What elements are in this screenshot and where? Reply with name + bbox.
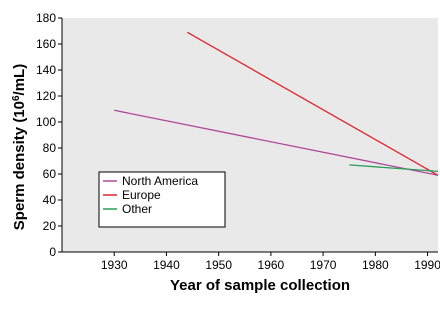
y-axis-title-end: /mL) bbox=[11, 64, 28, 96]
y-tick-label: 140 bbox=[36, 63, 56, 77]
y-tick-label: 180 bbox=[36, 11, 56, 25]
legend-label: Other bbox=[122, 202, 152, 216]
x-tick-label: 1950 bbox=[205, 258, 232, 272]
y-axis-title-sup: 6 bbox=[11, 95, 22, 101]
y-axis-title-main: Sperm density (10 bbox=[11, 101, 28, 230]
y-tick-label: 40 bbox=[43, 193, 57, 207]
legend-label: Europe bbox=[122, 188, 161, 202]
x-tick-label: 1980 bbox=[362, 258, 389, 272]
x-tick-label: 1970 bbox=[310, 258, 337, 272]
y-axis-title: Sperm density (106/mL) bbox=[11, 64, 29, 230]
y-tick-label: 60 bbox=[43, 167, 57, 181]
x-tick-label: 1930 bbox=[101, 258, 128, 272]
x-axis-title: Year of sample collection bbox=[170, 277, 350, 294]
legend-label: North America bbox=[122, 174, 198, 188]
y-tick-label: 80 bbox=[43, 141, 57, 155]
series-line-other bbox=[349, 164, 439, 173]
series-layer bbox=[114, 31, 439, 176]
y-tick-label: 0 bbox=[49, 245, 56, 259]
axes-layer: 0 20 40 60 80 100 120 140 160 180 1930 1940 1950 1960… bbox=[36, 11, 440, 272]
series-line-north-america bbox=[114, 109, 439, 176]
legend-box bbox=[98, 171, 226, 228]
x-tick-label: 1940 bbox=[153, 258, 180, 272]
x-tick-label: 1990 bbox=[414, 258, 440, 272]
x-tick-label: 1960 bbox=[258, 258, 285, 272]
y-tick-label: 120 bbox=[36, 89, 56, 103]
y-tick-label: 100 bbox=[36, 115, 56, 129]
y-tick-label: 160 bbox=[36, 37, 56, 51]
series-line-europe bbox=[186, 31, 439, 176]
y-tick-label: 20 bbox=[43, 219, 57, 233]
